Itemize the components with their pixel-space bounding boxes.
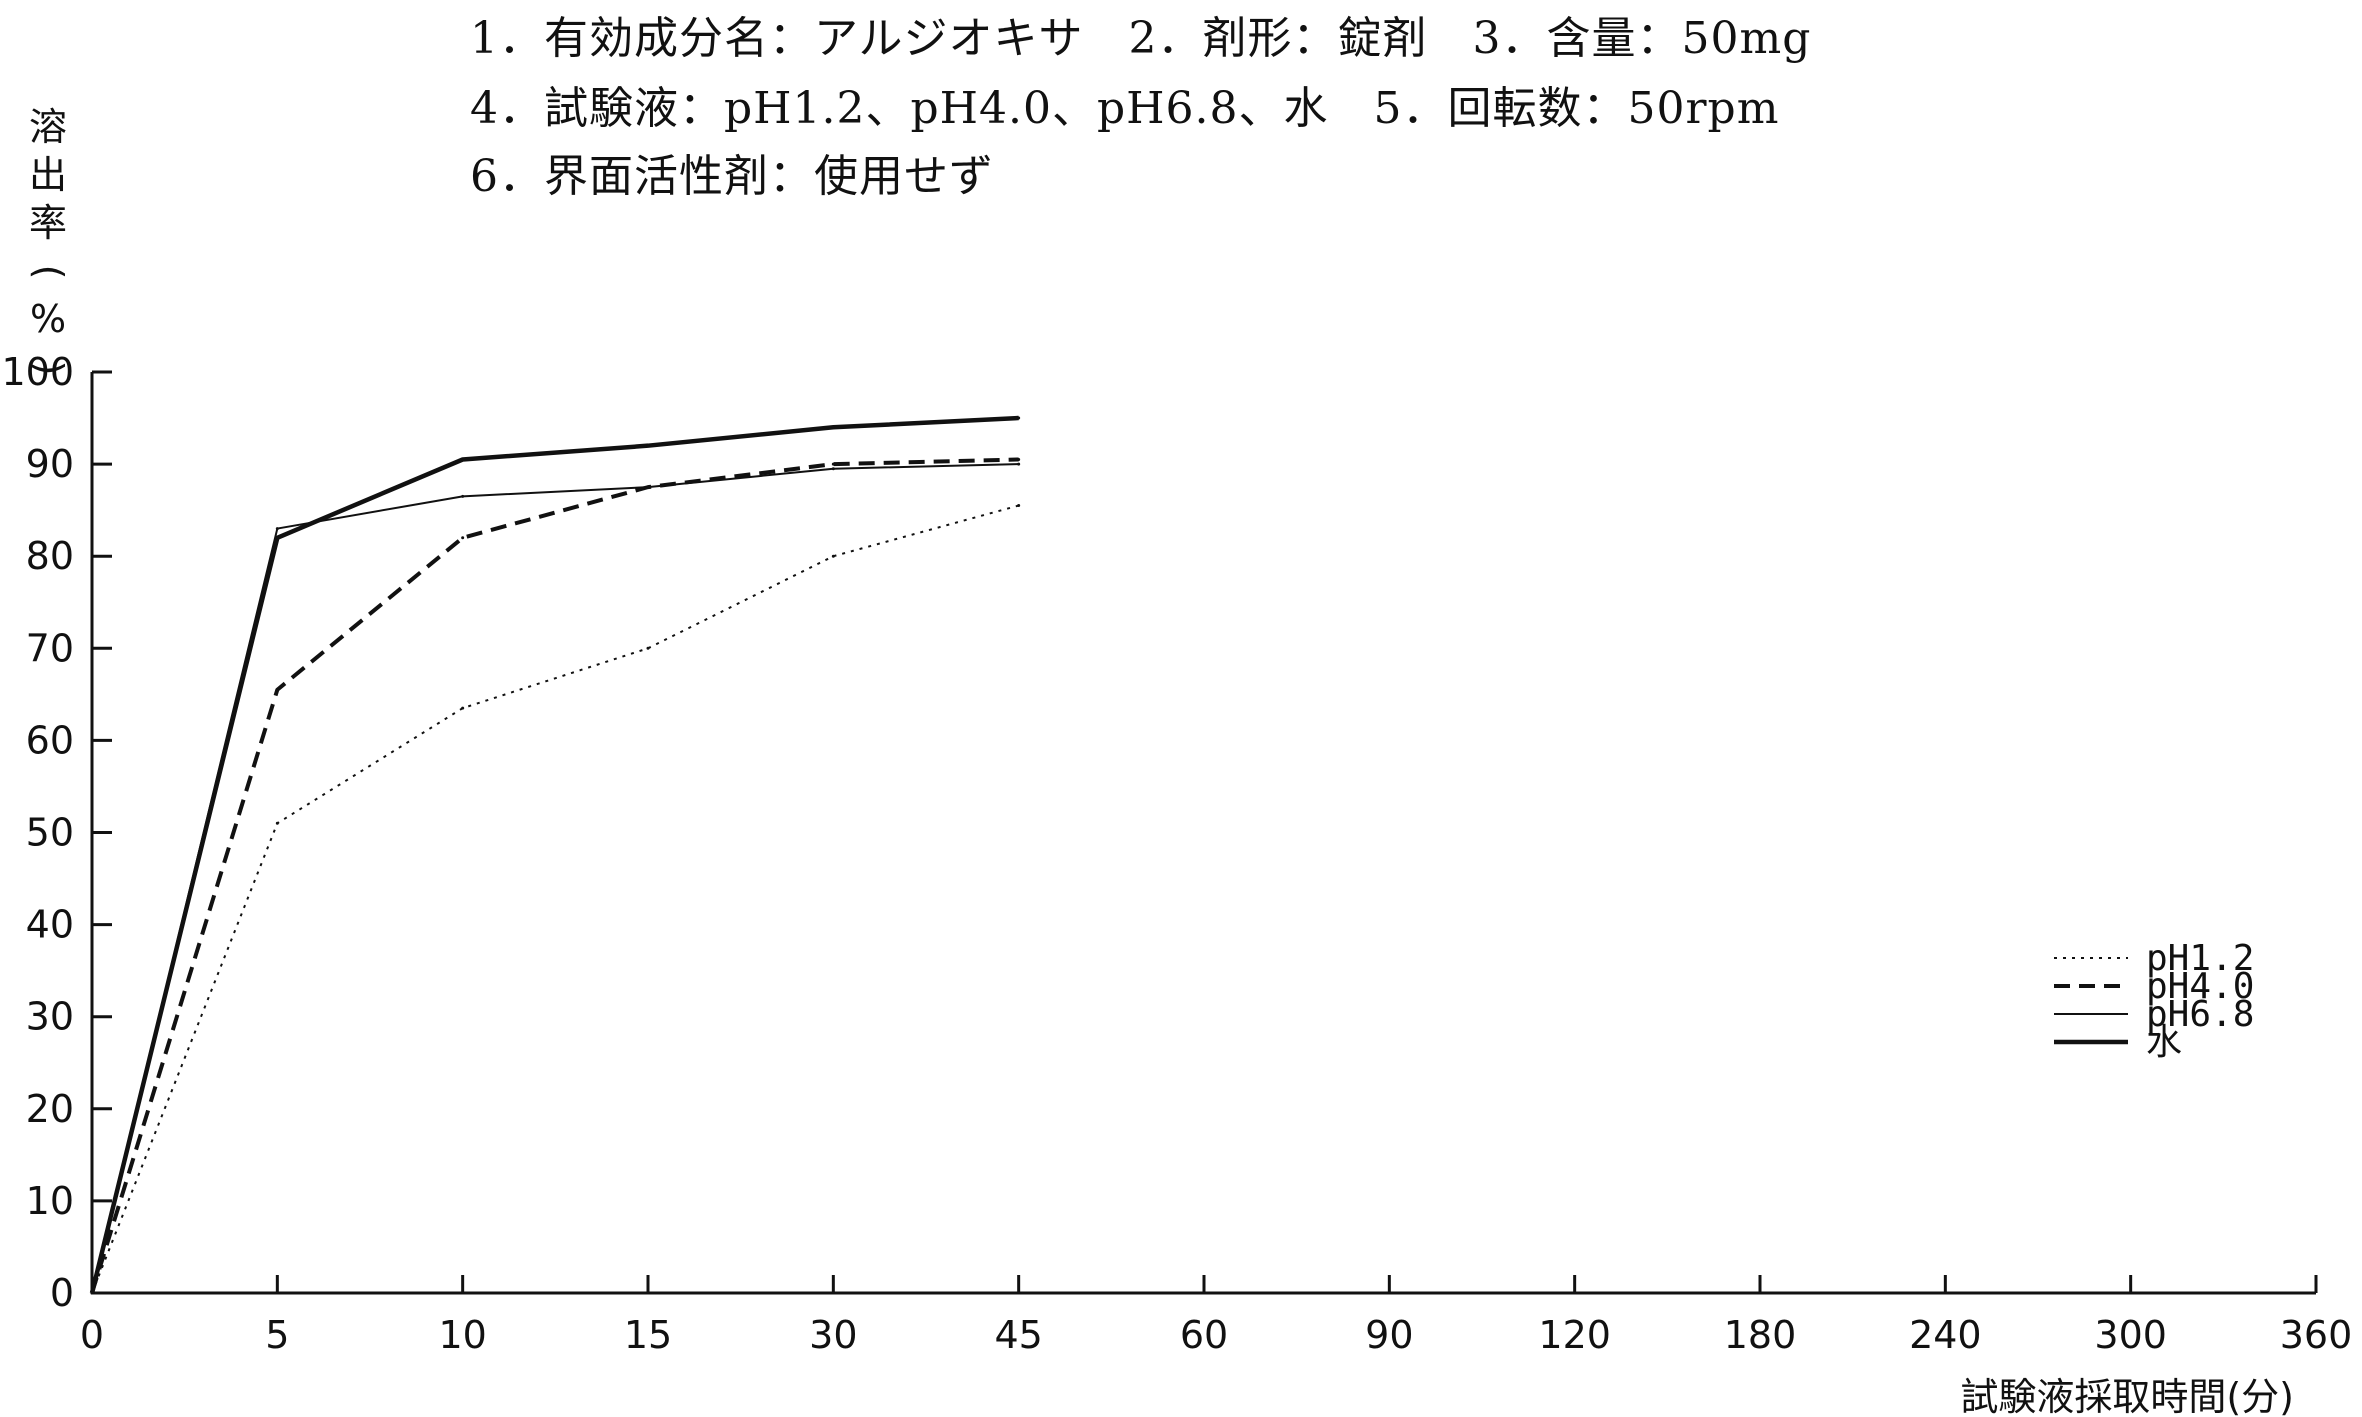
x-tick-label: 60 [1180, 1313, 1228, 1357]
x-tick-label: 180 [1724, 1313, 1797, 1357]
legend-label: pH4.0 [2146, 966, 2254, 1007]
data-point [1017, 416, 1021, 420]
y-tick-label: 90 [26, 442, 74, 486]
data-point [1017, 462, 1021, 466]
y-axis-title-char: 率 [29, 201, 67, 245]
x-tick-label: 300 [2094, 1313, 2167, 1357]
y-tick-label: 20 [26, 1087, 74, 1131]
series-group [89, 415, 1021, 1295]
y-tick-label: 40 [26, 903, 74, 947]
data-point [461, 457, 465, 461]
y-tick-label: 100 [1, 350, 74, 394]
y-tick-label: 60 [26, 718, 74, 762]
x-tick-label: 10 [438, 1313, 486, 1357]
x-tick-label: 0 [80, 1313, 104, 1357]
legend-label: pH1.2 [2146, 938, 2254, 979]
data-point [646, 485, 650, 489]
data-point [461, 536, 465, 540]
x-tick-label: 15 [624, 1313, 672, 1357]
x-tick-label: 240 [1909, 1313, 1982, 1357]
y-axis-title-char: 溶 [29, 105, 67, 149]
legend-label: 水 [2146, 1022, 2182, 1063]
test-condition-line-1: 1．有効成分名：アルジオキサ 2．剤形：錠剤 3．含量：50mg [470, 13, 1812, 64]
data-point [831, 467, 835, 471]
y-tick-label: 10 [26, 1179, 74, 1223]
x-tick-label: 5 [265, 1313, 289, 1357]
x-tick-label: 120 [1538, 1313, 1611, 1357]
x-axis-title: 試験液採取時間(分) [1960, 1375, 2294, 1417]
data-point [275, 821, 279, 825]
data-point [461, 706, 465, 710]
data-point [646, 444, 650, 448]
x-tick-label: 45 [994, 1313, 1042, 1357]
y-axis-title-char: ) [27, 361, 71, 376]
data-point [90, 1291, 94, 1295]
data-point [646, 646, 650, 650]
data-point [1017, 457, 1021, 461]
x-tick-label: 30 [809, 1313, 857, 1357]
data-point [275, 688, 279, 692]
data-point [275, 527, 279, 531]
chart-axes [90, 372, 2316, 1295]
x-ticks-group: 0 5 10 15 30 45 60 90 120 180 240 300 360 [80, 1275, 2352, 1357]
y-axis-title-char: 出 [29, 153, 67, 197]
y-tick-label: 30 [26, 995, 74, 1039]
test-condition-line-2: 4．試験液：pH1.2、pH4.0、pH6.8、水 5．回転数：50rpm [470, 83, 1780, 134]
data-point [831, 462, 835, 466]
y-axis-title-char: % [30, 297, 66, 341]
y-axis-title-char: ( [27, 265, 71, 280]
data-point [461, 494, 465, 498]
y-tick-label: 50 [26, 811, 74, 855]
y-axis-title: 溶出率 (%) [27, 105, 71, 375]
series-line-1 [90, 457, 1019, 1294]
data-point [831, 554, 835, 558]
y-tick-label: 80 [26, 534, 74, 578]
data-point [1017, 504, 1021, 508]
data-point [831, 425, 835, 429]
series-line-3 [89, 415, 1019, 1294]
y-ticks-group: 0 10 20 30 40 50 60 70 80 90 100 [1, 350, 112, 1315]
test-condition-line-3: 6．界面活性剤：使用せず [470, 151, 994, 202]
x-tick-label: 90 [1365, 1313, 1413, 1357]
y-tick-label: 70 [26, 626, 74, 670]
data-point [275, 536, 279, 540]
series-line-0 [91, 504, 1019, 1294]
y-tick-label: 0 [50, 1271, 74, 1315]
series-line-2 [91, 463, 1019, 1294]
legend-label: pH6.8 [2146, 994, 2254, 1035]
x-tick-label: 360 [2280, 1313, 2353, 1357]
